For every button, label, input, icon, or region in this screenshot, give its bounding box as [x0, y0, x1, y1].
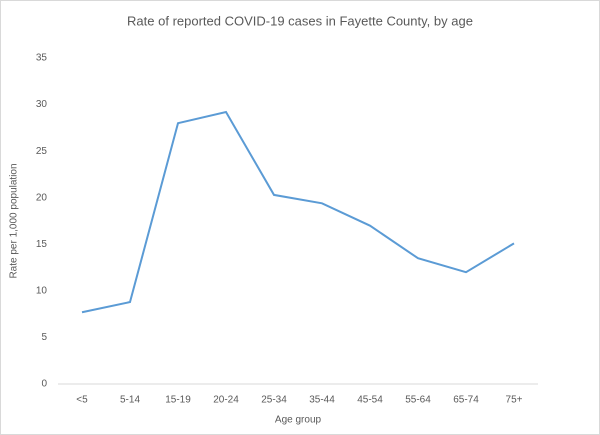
y-tick-label: 15 [36, 239, 48, 250]
y-tick-label: 5 [41, 332, 47, 343]
y-tick-label: 30 [36, 99, 48, 110]
y-tick-label: 20 [36, 192, 48, 203]
x-axis-label: Age group [275, 415, 322, 426]
y-tick-label: 25 [36, 146, 48, 157]
y-tick-label: 0 [41, 379, 47, 390]
y-tick-label: 35 [36, 53, 48, 64]
x-tick-label: 75+ [506, 395, 523, 406]
x-tick-label: 65-74 [453, 395, 479, 406]
x-tick-label: 15-19 [165, 395, 191, 406]
data-line [81, 110, 515, 314]
chart-title: Rate of reported COVID-19 cases in Fayet… [127, 13, 473, 28]
y-axis-label: Rate per 1,000 population [9, 163, 20, 278]
x-tick-label: 55-64 [405, 395, 431, 406]
x-tick-label: 5-14 [120, 395, 140, 406]
y-tick-label: 10 [36, 285, 48, 296]
x-tick-label: 20-24 [213, 395, 239, 406]
x-tick-label: <5 [76, 395, 88, 406]
x-tick-label: 35-44 [309, 395, 335, 406]
x-tick-label: 45-54 [357, 395, 383, 406]
x-tick-label: 25-34 [261, 395, 287, 406]
